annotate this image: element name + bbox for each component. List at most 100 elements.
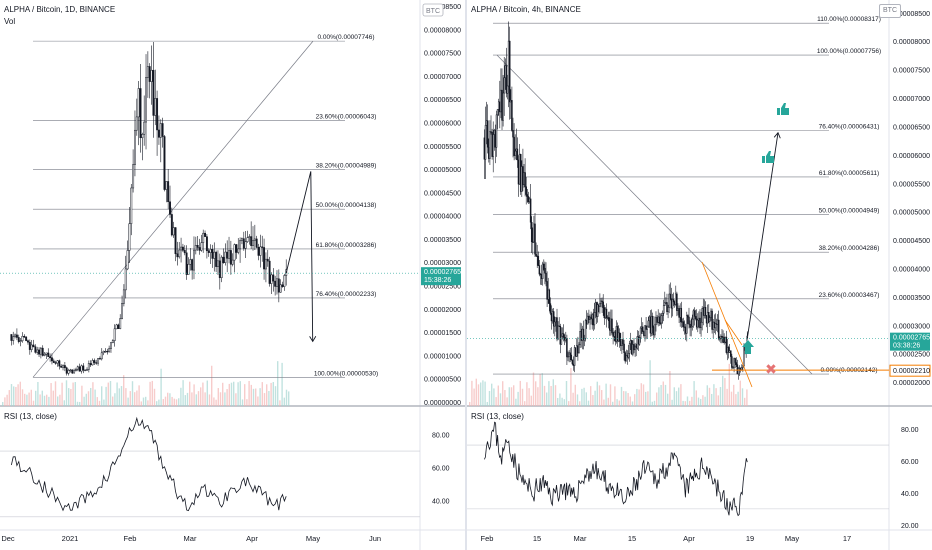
candle	[152, 69, 155, 116]
candle	[240, 238, 243, 241]
price-tick-label: 0.00006500	[424, 97, 461, 104]
volume-bar	[70, 388, 72, 406]
volume-bar	[543, 385, 546, 406]
volume-bar	[612, 401, 614, 406]
volume-bar	[623, 391, 625, 406]
volume-bar	[482, 380, 484, 406]
candle	[226, 251, 229, 259]
pane-divider[interactable]	[465, 0, 467, 550]
time-tick-label: May	[306, 534, 320, 543]
candle	[119, 318, 122, 329]
candle	[69, 369, 72, 371]
candle	[587, 315, 589, 325]
candle	[148, 66, 151, 82]
time-tick-label: Feb	[481, 534, 494, 543]
volume-bar	[570, 368, 572, 406]
price-tick-label: 0.00005000	[893, 210, 930, 217]
candle	[513, 136, 515, 156]
wedge-line-lower	[724, 319, 743, 346]
volume-bar	[285, 389, 288, 406]
candle	[222, 256, 225, 263]
candle	[559, 326, 562, 345]
volume-bar	[563, 399, 565, 406]
volume-bar	[266, 384, 268, 406]
chart-pane-4h[interactable]: 0.00008500 0.00008000 0.00007500 0.00007000…	[467, 0, 932, 550]
volume-bar	[700, 398, 702, 406]
volume-bar	[173, 398, 175, 406]
candle	[10, 334, 13, 341]
candle	[543, 263, 545, 269]
chart-svg-1d[interactable]: 0.000085000.000080000.000075000.00007000…	[0, 0, 465, 550]
volume-bar	[54, 381, 57, 406]
candle	[611, 318, 613, 333]
volume-bar	[283, 397, 285, 406]
rsi-tick-label: 80.00	[901, 427, 919, 434]
candle	[642, 326, 644, 332]
candle	[526, 194, 529, 197]
volume-bar	[711, 393, 713, 406]
candle	[694, 316, 697, 320]
candle	[276, 278, 278, 287]
candle	[224, 251, 227, 263]
candle	[734, 358, 736, 363]
candle	[687, 315, 689, 318]
candle	[489, 131, 491, 159]
volume-bar	[43, 395, 46, 406]
candle	[161, 123, 164, 137]
price-tick-label: 0.00005000	[424, 167, 461, 174]
up-arrow-icon	[742, 340, 754, 354]
candle	[106, 350, 109, 353]
candle	[535, 253, 537, 257]
candle	[283, 275, 286, 287]
chart-pane-1d[interactable]: 0.000085000.000080000.000075000.00007000…	[0, 0, 465, 550]
volume-bar	[557, 397, 559, 406]
candle	[261, 246, 264, 248]
volume-bar	[21, 389, 24, 406]
volume-bar	[484, 381, 486, 406]
volume-bar	[722, 375, 724, 406]
fib-level-label: 38.20%(0.00004989)	[316, 163, 377, 170]
candle	[233, 244, 236, 261]
time-tick-label: Apr	[246, 534, 258, 543]
candle	[80, 365, 83, 372]
candle	[545, 272, 547, 282]
countdown-timer: 15:38:26	[424, 277, 451, 284]
volume-bar	[660, 384, 662, 406]
candle	[741, 367, 743, 370]
candle	[218, 260, 221, 278]
candle	[176, 253, 179, 258]
volume-bar	[546, 392, 548, 406]
current-price-badge	[890, 332, 930, 351]
volume-bar	[559, 393, 561, 406]
volume-bar	[164, 396, 167, 406]
volume-bar	[24, 393, 26, 406]
candle	[272, 274, 275, 282]
volume-bar	[263, 393, 266, 406]
candle	[169, 201, 171, 215]
candle	[74, 368, 77, 371]
time-tick-label: Dec	[1, 534, 15, 543]
volume-bar	[35, 390, 37, 406]
volume-bar	[87, 391, 90, 406]
volume-bar	[565, 381, 568, 406]
candle	[667, 307, 669, 313]
candle	[534, 223, 536, 255]
candle	[688, 316, 690, 325]
volume-bar	[61, 382, 63, 406]
currency-badge[interactable]: BTC	[879, 4, 901, 18]
candle	[104, 350, 107, 353]
time-tick-label: 2021	[62, 534, 79, 543]
volume-bar	[561, 397, 563, 406]
candle	[76, 366, 79, 370]
candle	[198, 247, 201, 251]
chart-svg-4h[interactable]: 0.00008500 0.00008000 0.00007500 0.00007000…	[467, 0, 932, 550]
volume-bar	[601, 390, 603, 406]
thumbs-up-icon	[766, 151, 774, 163]
volume-bar	[151, 380, 153, 406]
volume-bar	[726, 388, 728, 406]
candle	[237, 248, 240, 253]
volume-bar	[552, 379, 554, 406]
volume-bar	[184, 395, 186, 406]
volume-bar	[28, 392, 30, 406]
volume-bar	[171, 396, 173, 406]
